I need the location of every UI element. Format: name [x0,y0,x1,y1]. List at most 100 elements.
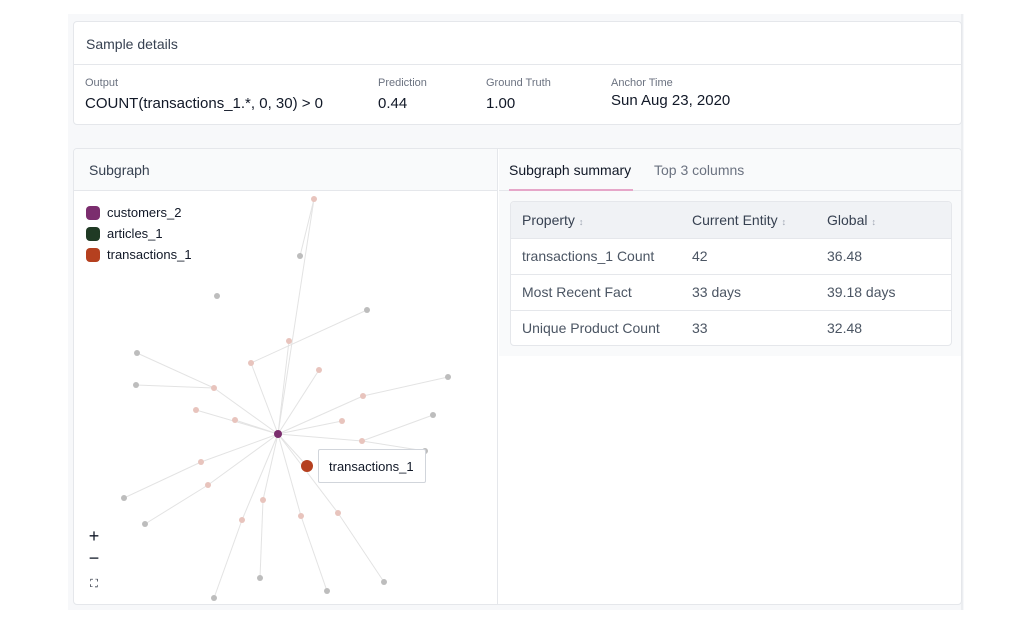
article-node[interactable] [214,293,220,299]
table-cell: 33 [692,320,708,337]
output-field: Output COUNT(transactions_1.*, 0, 30) > … [85,77,323,112]
anchor-time-value: Sun Aug 23, 2020 [611,92,731,109]
table-header-row: Property ↕ Current Entity ↕ Global ↕ [511,202,951,239]
prediction-field: Prediction 0.44 [378,77,427,112]
active-tab-indicator [509,189,633,191]
graph-edge [136,352,215,389]
table-cell: 32.48 [827,320,863,337]
sample-details-card: Sample details Output COUNT(transactions… [73,21,962,125]
transaction-node[interactable] [360,393,366,399]
sort-icon[interactable]: ↕ [781,216,787,227]
transaction-node[interactable] [339,418,345,424]
column-header-global[interactable]: Global ↕ [816,202,951,239]
fit-view-icon[interactable]: ⛶ [90,578,98,590]
highlighted-transaction-node[interactable] [301,460,313,472]
graph-edge [277,198,315,435]
table-row: Unique Product Count 33 32.48 [511,310,951,345]
article-node[interactable] [381,579,387,585]
transaction-node[interactable] [311,196,317,202]
legend-item-articles[interactable]: articles_1 [86,223,192,244]
graph-edge [135,384,215,389]
legend-item-transactions[interactable]: transactions_1 [86,244,192,265]
sample-details-title: Sample details [74,22,961,65]
transaction-node[interactable] [248,360,254,366]
node-tooltip: transactions_1 [318,449,426,483]
customer-node[interactable] [274,430,282,438]
article-node[interactable] [445,374,451,380]
graph-edge [300,515,328,592]
graph-edge [277,433,339,514]
graph-edge [213,519,243,599]
graph-edge [277,433,302,517]
legend-label: customers_2 [107,205,182,220]
legend-item-customers[interactable]: customers_2 [86,202,192,223]
transaction-node[interactable] [260,497,266,503]
ground-truth-field: Ground Truth 1.00 [486,77,551,112]
graph-edge [277,340,290,435]
transaction-node[interactable] [359,438,365,444]
graph-legend: customers_2 articles_1 transactions_1 [86,202,192,265]
graph-edge [200,433,279,463]
table-cell: 39.18 days [816,274,951,311]
transaction-node[interactable] [286,338,292,344]
article-node[interactable] [297,253,303,259]
customers-swatch [86,205,100,220]
transaction-node[interactable] [232,417,238,423]
article-node[interactable] [121,495,127,501]
table-cell: 36.48 [816,238,951,275]
table-cell: transactions_1 Count [511,238,681,275]
output-value: COUNT(transactions_1.*, 0, 30) > 0 [85,95,324,112]
graph-edge [241,433,279,521]
output-label: Output [85,77,119,89]
transaction-node[interactable] [298,513,304,519]
graph-edge [277,433,363,442]
tab-subgraph-summary[interactable]: Subgraph summary [509,162,632,178]
subgraph-title: Subgraph [74,149,497,191]
article-node[interactable] [430,412,436,418]
summary-content: Property ↕ Current Entity ↕ Global ↕ transa… [499,191,961,356]
sort-icon[interactable]: ↕ [871,216,876,227]
ground-truth-label: Ground Truth [486,77,551,89]
table-row: Most Recent Fact 33 days 39.18 days [511,274,951,311]
zoom-out-button[interactable]: − [88,548,100,568]
graph-edge [362,376,449,397]
summary-table: Property ↕ Current Entity ↕ Global ↕ transa… [510,201,952,346]
graph-edge [213,387,279,435]
graph-edge [259,499,264,579]
table-cell: Most Recent Fact [511,274,681,311]
transaction-node[interactable] [316,367,322,373]
subgraph-card: Subgraph customers_2 articles_1 transact… [73,148,962,605]
graph-edge [123,461,202,499]
subgraph-canvas[interactable] [74,191,498,605]
column-header-property[interactable]: Property ↕ [511,202,681,239]
ground-truth-value: 1.00 [486,95,516,112]
graph-edge [207,433,279,486]
transaction-node[interactable] [205,482,211,488]
transaction-node[interactable] [193,407,199,413]
article-node[interactable] [324,588,330,594]
transaction-node[interactable] [335,510,341,516]
article-node[interactable] [134,350,140,356]
zoom-in-button[interactable]: + [88,526,100,546]
table-cell: 42 [681,238,816,275]
column-header-current-entity[interactable]: Current Entity ↕ [681,202,816,239]
article-node[interactable] [211,595,217,601]
table-row: transactions_1 Count 42 36.48 [511,238,951,275]
graph-edge [299,198,315,257]
tab-top-3-columns[interactable]: Top 3 columns [654,162,745,178]
legend-label: transactions_1 [107,247,192,262]
transaction-node[interactable] [239,517,245,523]
articles-swatch [86,226,100,241]
transaction-node[interactable] [211,385,217,391]
anchor-time-label: Anchor Time [611,77,673,89]
graph-edge [277,395,364,435]
article-node[interactable] [142,521,148,527]
subgraph-panel: Subgraph customers_2 articles_1 transact… [74,149,498,605]
article-node[interactable] [133,382,139,388]
graph-edge [277,433,308,467]
legend-label: articles_1 [107,226,163,241]
article-node[interactable] [364,307,370,313]
transaction-node[interactable] [198,459,204,465]
sort-icon[interactable]: ↕ [578,216,584,227]
article-node[interactable] [257,575,263,581]
